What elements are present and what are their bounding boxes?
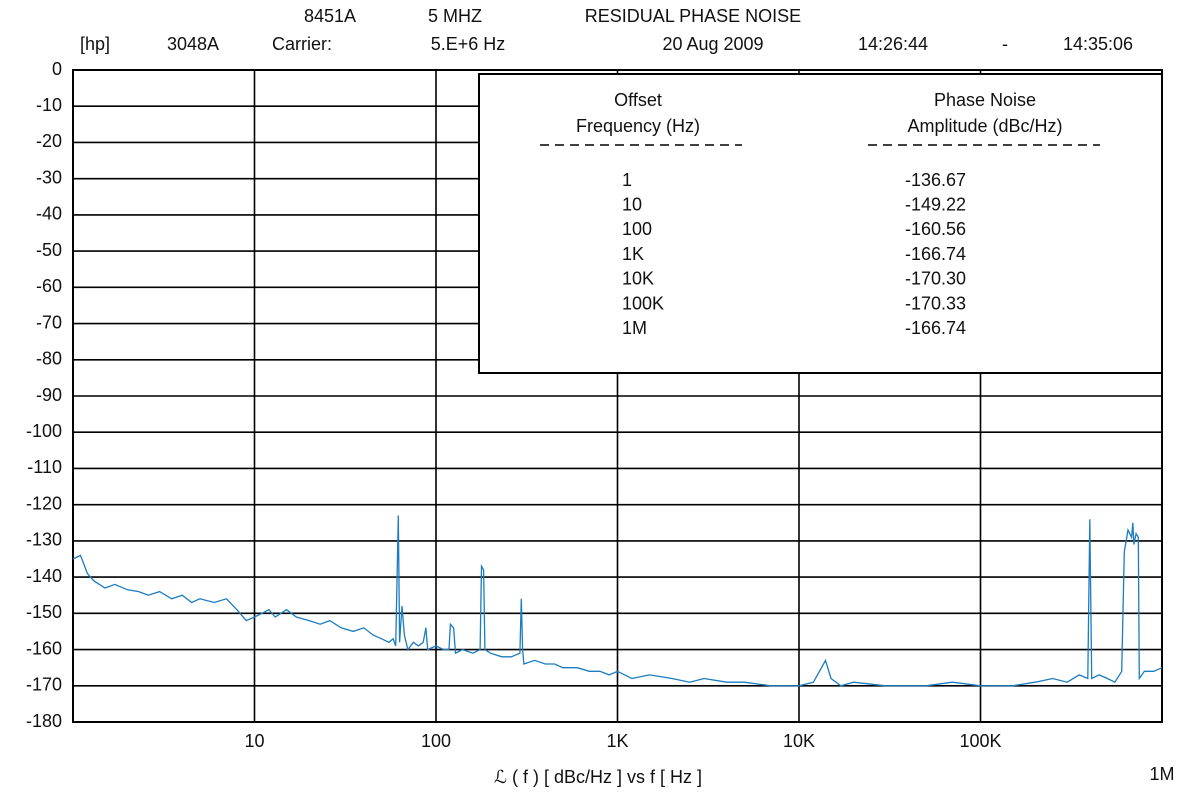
header-text: [hp] [80,34,110,54]
table-cell: -170.30 [905,269,966,289]
header-text: 20 Aug 2009 [662,34,763,54]
y-tick-label: -150 [26,602,62,622]
x-tick-label: 100 [421,731,451,751]
table-cell: 100 [622,219,652,239]
plot-border [72,69,1163,723]
x-tick-label: 10K [783,731,815,751]
y-tick-label: 0 [52,59,62,79]
table-cell: -149.22 [905,194,966,214]
y-tick-label: -140 [26,566,62,586]
table-header: Phase Noise [934,90,1036,110]
y-tick-label: -120 [26,493,62,513]
y-tick-label: -50 [36,240,62,260]
table-box [478,73,1163,374]
table-cell: 1 [622,170,632,190]
y-tick-label: -40 [36,204,62,224]
table-cell: -160.56 [905,219,966,239]
y-tick-label: -100 [26,421,62,441]
table-cell: -136.67 [905,170,966,190]
y-tick-label: -30 [36,167,62,187]
y-tick-label: -160 [26,638,62,658]
y-tick-label: -80 [36,349,62,369]
x-tick-label: 1M [1149,764,1174,784]
header-text: 3048A [167,34,219,54]
header-text: RESIDUAL PHASE NOISE [585,6,801,26]
table-cell: -166.74 [905,244,966,264]
table-cell: 1M [622,318,647,338]
table-cell: 1K [622,244,644,264]
header-text: 8451A [304,6,356,26]
table-cell: 10 [622,194,642,214]
y-tick-label: -130 [26,530,62,550]
header-text: 14:35:06 [1063,34,1133,54]
table-cell: -170.33 [905,293,966,313]
header-text: 14:26:44 [858,34,928,54]
table-header: Frequency (Hz) [576,116,700,136]
table-header: Offset [614,90,662,110]
y-tick-label: -10 [36,95,62,115]
y-tick-label: -70 [36,312,62,332]
x-tick-label: 10 [244,731,264,751]
table-header: Amplitude (dBc/Hz) [907,116,1062,136]
x-tick-label: 1K [606,731,628,751]
x-tick-label: 100K [959,731,1001,751]
y-tick-label: -20 [36,131,62,151]
table-cell: 100K [622,293,664,313]
noise-line [72,515,1163,687]
x-axis-label: ℒ ( f ) [ dBc/Hz ] vs f [ Hz ] [494,767,702,787]
y-tick-label: -110 [27,457,62,477]
header-text: Carrier: [272,34,332,54]
table-cell: -166.74 [905,318,966,338]
header-text: 5 MHZ [428,6,482,26]
y-tick-label: -180 [26,711,62,731]
y-tick-label: -170 [26,675,62,695]
header-text: 5.E+6 Hz [431,34,506,54]
header-text: - [1002,34,1008,54]
y-tick-label: -60 [36,276,62,296]
y-tick-label: -90 [36,385,62,405]
table-cell: 10K [622,269,654,289]
